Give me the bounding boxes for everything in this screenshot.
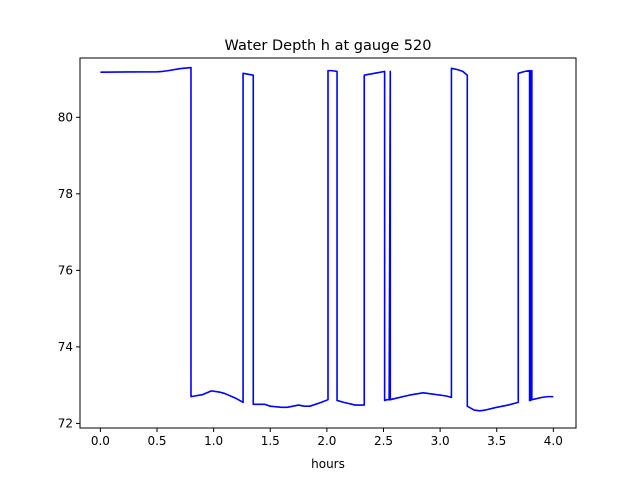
plot-frame — [79, 57, 577, 429]
y-tick-label: 80 — [58, 110, 73, 124]
x-tick-label: 2.0 — [317, 434, 336, 448]
x-tick-label: 1.5 — [261, 434, 280, 448]
x-tick-label: 1.0 — [204, 434, 223, 448]
plot-area — [100, 66, 554, 412]
series-line-0 — [100, 66, 554, 412]
x-tick-label: 3.0 — [431, 434, 450, 448]
y-tick-label: 78 — [58, 187, 73, 201]
x-tick-label: 0.5 — [147, 434, 166, 448]
x-tick-label: 4.0 — [544, 434, 563, 448]
y-tick-label: 74 — [58, 340, 73, 354]
x-tick-label: 3.5 — [487, 434, 506, 448]
chart-title: Water Depth h at gauge 520 — [225, 38, 432, 54]
x-tick-label: 2.5 — [374, 434, 393, 448]
x-axis: 0.0 0.5 1.0 1.5 2.0 2.5 3.0 3.5 4.0 — [91, 428, 563, 448]
y-tick-label: 72 — [58, 416, 73, 430]
y-tick-label: 76 — [58, 263, 73, 277]
y-axis: 72 74 76 78 80 — [58, 110, 80, 430]
x-tick-label: 0.0 — [91, 434, 110, 448]
x-axis-label: hours — [311, 457, 345, 471]
